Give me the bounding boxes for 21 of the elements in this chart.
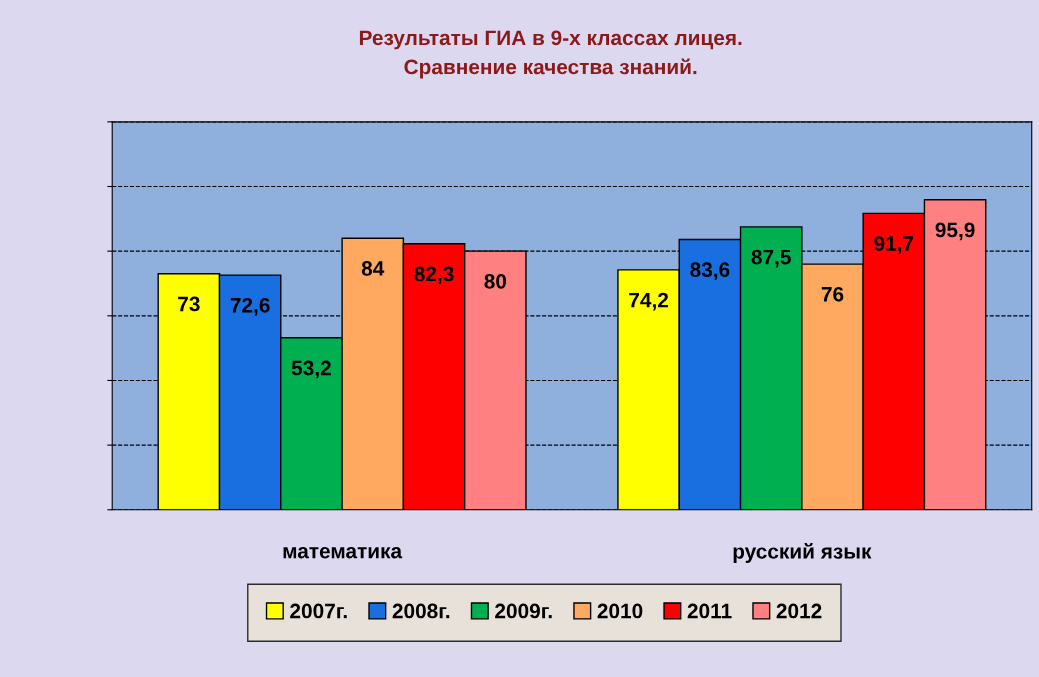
data-label: 72,6 xyxy=(230,297,270,316)
legend-label: 2008г. xyxy=(392,603,450,619)
data-label: 76 xyxy=(821,286,844,302)
data-label: 74,2 xyxy=(629,292,669,311)
data-label: 95,9 xyxy=(935,222,975,241)
legend-label: 2009г. xyxy=(495,603,552,619)
data-label: 53,2 xyxy=(291,360,331,379)
data-label: 82,3 xyxy=(414,266,454,285)
data-label: 87,5 xyxy=(751,249,791,268)
data-label: 80 xyxy=(484,273,507,289)
legend-label: 2010 xyxy=(597,603,643,619)
data-label: 84 xyxy=(361,261,385,276)
x-tick-label: русский язык xyxy=(733,543,872,563)
data-label: 83,6 xyxy=(690,262,730,281)
legend-label: 2011 xyxy=(687,603,732,619)
x-tick-label: математика xyxy=(283,547,403,559)
data-label: 73 xyxy=(178,296,200,312)
chart-title: Результаты ГИА в 9-х классах лицея. Сравнение качества знаний. xyxy=(359,30,742,79)
legend-label: 2007г. xyxy=(290,603,347,619)
data-label: 91,7 xyxy=(874,236,914,254)
legend-label: 2012 xyxy=(776,603,822,619)
